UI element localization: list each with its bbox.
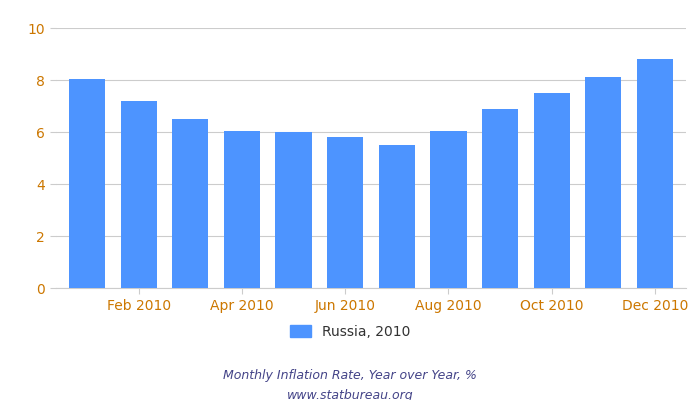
Bar <box>327 137 363 288</box>
Bar <box>482 108 518 288</box>
Bar <box>585 77 622 288</box>
Bar <box>430 131 466 288</box>
Text: Monthly Inflation Rate, Year over Year, %: Monthly Inflation Rate, Year over Year, … <box>223 370 477 382</box>
Bar <box>533 93 570 288</box>
Text: www.statbureau.org: www.statbureau.org <box>287 390 413 400</box>
Bar <box>120 101 157 288</box>
Bar <box>276 132 312 288</box>
Bar <box>224 131 260 288</box>
Bar <box>379 145 415 288</box>
Bar <box>637 59 673 288</box>
Legend: Russia, 2010: Russia, 2010 <box>284 319 416 344</box>
Bar <box>172 119 209 288</box>
Bar <box>69 79 105 288</box>
